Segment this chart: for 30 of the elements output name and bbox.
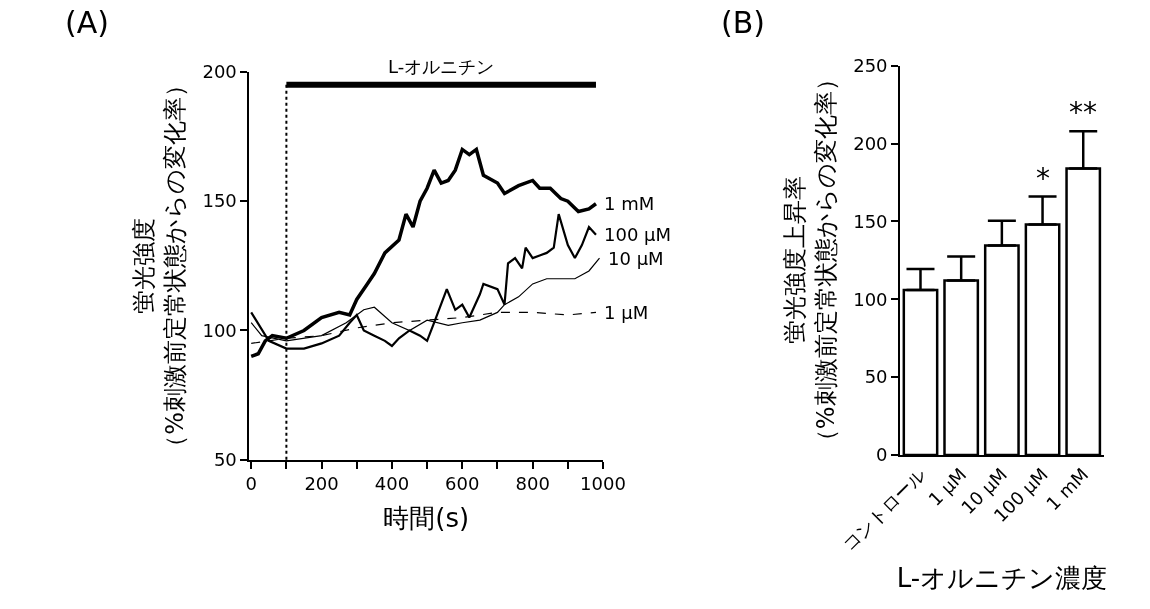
y-tick-label: 100: [202, 319, 237, 341]
series-label: 100 µM: [604, 224, 672, 245]
chart-title: (B): [721, 5, 765, 40]
x-axis-title: L-オルニチン濃度: [896, 563, 1108, 594]
annotation: **: [1069, 96, 1097, 129]
x-tick-label: コントロール: [838, 463, 930, 556]
y-tick-label: 250: [853, 55, 888, 77]
series-label: L-オルニチン: [388, 56, 495, 77]
x-tick-label: 600: [445, 473, 480, 495]
series-label: 1 mM: [604, 193, 655, 214]
y-tick-label: 50: [864, 366, 888, 388]
chart-title: (A): [65, 5, 109, 40]
y-tick-label: 200: [853, 132, 888, 154]
x-tick-label: 200: [304, 473, 339, 495]
x-tick-label: 400: [374, 473, 410, 495]
y-axis-title: 蛍光強度（%刺激前定常状態からの変化率）: [129, 72, 190, 459]
series-label: 10 µM: [608, 248, 664, 269]
x-tick-label: 1000: [580, 473, 626, 495]
y-tick-label: 150: [853, 210, 888, 232]
y-tick-label: 200: [202, 61, 237, 83]
x-tick-label: 800: [515, 473, 550, 495]
y-tick-label: 150: [202, 190, 237, 212]
series-label: 1 µM: [604, 302, 649, 323]
y-tick-label: 50: [213, 449, 237, 471]
annotation: *: [1036, 162, 1050, 195]
y-axis-title: 蛍光強度上昇率（%刺激前定常状態からの変化率）: [780, 67, 840, 454]
y-tick-label: 100: [853, 288, 888, 310]
x-axis-title: 時間(s): [383, 502, 470, 533]
y-tick-label: 0: [876, 444, 888, 466]
x-tick-label: 0: [245, 473, 257, 495]
